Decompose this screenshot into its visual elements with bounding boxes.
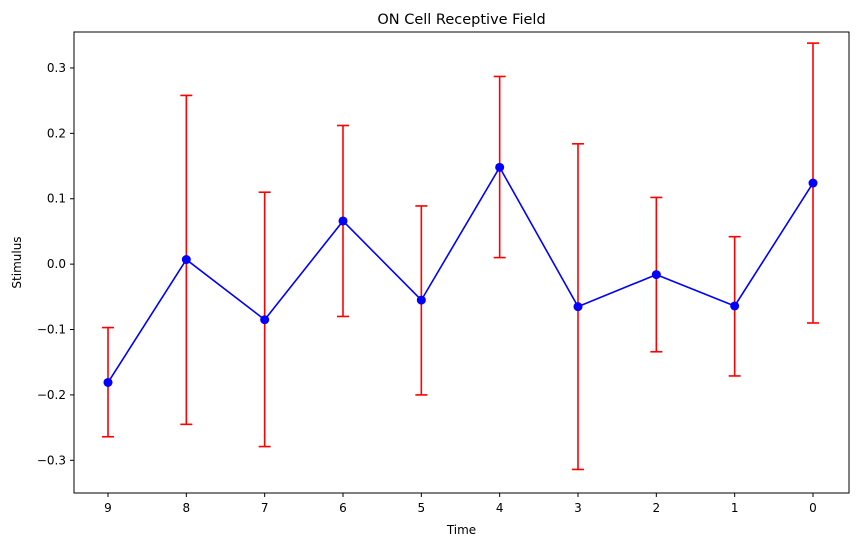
y-tick-label: −0.1 xyxy=(37,323,66,337)
y-tick-label: 0.0 xyxy=(47,257,66,271)
data-point xyxy=(338,216,348,226)
x-tick-label: 5 xyxy=(418,501,426,515)
y-axis-label: Stimulus xyxy=(10,236,24,288)
error-bars xyxy=(102,42,819,471)
data-point xyxy=(651,270,661,280)
x-axis-ticks: 9 8 7 6 5 4 3 2 1 0 xyxy=(104,493,817,515)
data-point xyxy=(416,295,426,305)
data-point xyxy=(103,377,113,387)
x-tick-label: 0 xyxy=(809,501,817,515)
y-tick-label: 0.1 xyxy=(47,192,66,206)
x-tick-label: 1 xyxy=(731,501,739,515)
y-tick-label: −0.3 xyxy=(37,453,66,467)
x-tick-label: 2 xyxy=(653,501,661,515)
y-tick-label: 0.3 xyxy=(47,61,66,75)
series-markers xyxy=(103,162,818,387)
data-point xyxy=(730,301,740,311)
y-tick-label: −0.2 xyxy=(37,388,66,402)
y-tick-label: 0.2 xyxy=(47,126,66,140)
y-axis-ticks: −0.3 −0.2 −0.1 0.0 0.1 0.2 0.3 xyxy=(37,61,74,467)
data-point xyxy=(808,178,818,188)
x-tick-label: 3 xyxy=(574,501,582,515)
plot-area-frame xyxy=(73,31,850,494)
x-tick-label: 6 xyxy=(339,501,347,515)
x-tick-label: 7 xyxy=(261,501,269,515)
series-line xyxy=(107,165,814,383)
data-point xyxy=(181,255,191,265)
chart-title: ON Cell Receptive Field xyxy=(377,12,545,28)
data-point xyxy=(573,302,583,312)
x-tick-label: 8 xyxy=(183,501,191,515)
x-tick-label: 9 xyxy=(104,501,112,515)
x-axis-label: Time xyxy=(446,523,476,537)
data-point xyxy=(260,315,270,325)
x-tick-label: 4 xyxy=(496,501,504,515)
data-point xyxy=(495,162,505,172)
